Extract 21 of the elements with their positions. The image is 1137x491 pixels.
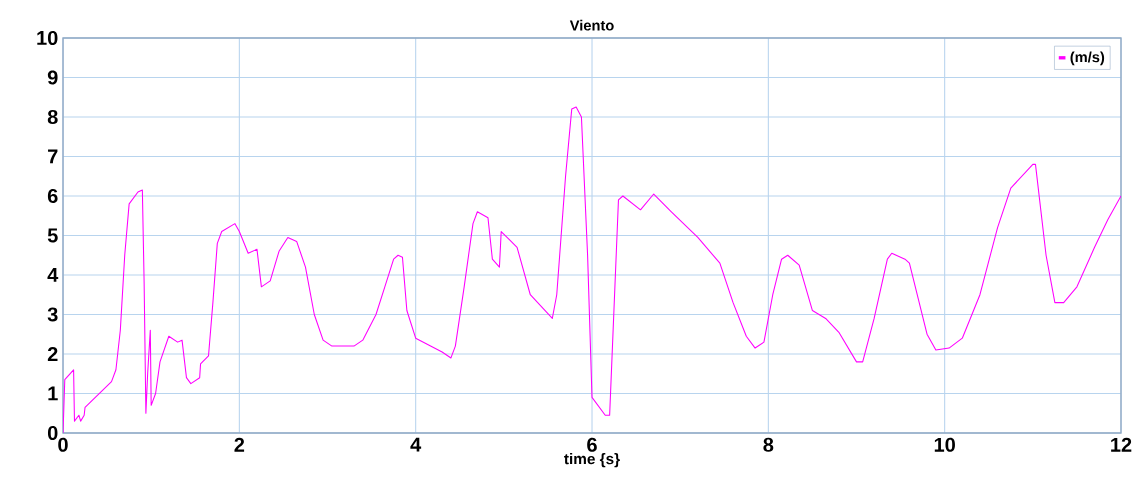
y-tick-label: 0 (47, 425, 58, 441)
x-tick-label: 8 (763, 437, 774, 452)
y-tick-label: 1 (48, 386, 58, 401)
y-tick-label: 10 (37, 30, 58, 46)
y-tick-label: 2 (47, 347, 58, 361)
x-tick-label: 10 (934, 437, 955, 452)
x-tick-label: 2 (234, 437, 245, 452)
y-tick-label: 3 (47, 307, 58, 322)
x-axis-title: time {s} (564, 453, 620, 468)
y-tick-label: 6 (47, 188, 58, 204)
y-tick-label: 5 (47, 228, 58, 243)
x-tick-label: 0 (58, 437, 68, 452)
x-tick-label: 4 (410, 437, 422, 452)
chart-title: Viento (569, 19, 614, 31)
legend-label: (m/s) (1070, 51, 1105, 66)
x-tick-label: 6 (587, 437, 597, 452)
y-tick-label: 4 (47, 268, 59, 282)
x-tick-label: 12 (1111, 437, 1132, 452)
y-tick-label: 8 (47, 109, 58, 125)
y-tick-label: 7 (48, 149, 58, 164)
y-tick-label: 9 (47, 70, 58, 85)
